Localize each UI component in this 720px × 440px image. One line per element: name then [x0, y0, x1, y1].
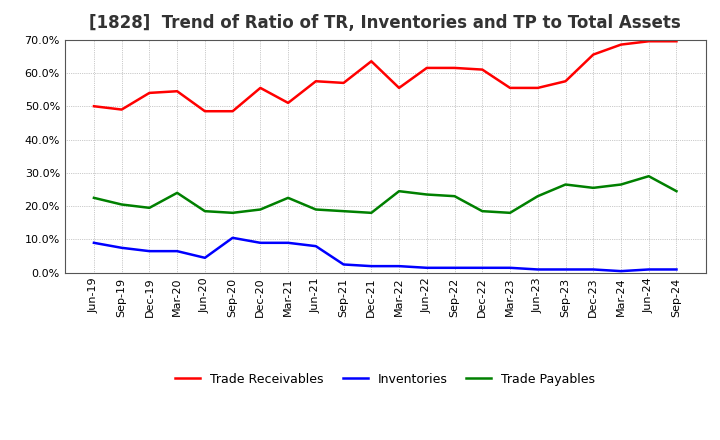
Inventories [145, 249, 154, 254]
Trade Payables [450, 194, 459, 199]
Inventories [644, 267, 653, 272]
Trade Payables [284, 195, 292, 201]
Trade Receivables [89, 103, 98, 109]
Trade Payables [312, 207, 320, 212]
Inventories [534, 267, 542, 272]
Trade Payables [339, 209, 348, 214]
Trade Payables [478, 209, 487, 214]
Trade Receivables [201, 109, 210, 114]
Trade Receivables [534, 85, 542, 91]
Trade Receivables [644, 39, 653, 44]
Trade Payables [589, 185, 598, 191]
Trade Payables [395, 188, 403, 194]
Legend: Trade Receivables, Inventories, Trade Payables: Trade Receivables, Inventories, Trade Pa… [170, 368, 600, 391]
Inventories [423, 265, 431, 271]
Trade Receivables [672, 39, 681, 44]
Trade Receivables [284, 100, 292, 106]
Inventories [589, 267, 598, 272]
Trade Receivables [589, 52, 598, 57]
Trade Receivables [173, 88, 181, 94]
Trade Receivables [145, 90, 154, 95]
Inventories [450, 265, 459, 271]
Trade Payables [561, 182, 570, 187]
Trade Receivables [616, 42, 625, 47]
Inventories [256, 240, 265, 246]
Inventories [561, 267, 570, 272]
Trade Payables [616, 182, 625, 187]
Inventories [173, 249, 181, 254]
Inventories [201, 255, 210, 260]
Trade Receivables [395, 85, 403, 91]
Inventories [312, 243, 320, 249]
Inventories [89, 240, 98, 246]
Trade Receivables [117, 107, 126, 112]
Trade Payables [145, 205, 154, 210]
Line: Inventories: Inventories [94, 238, 677, 271]
Trade Receivables [256, 85, 265, 91]
Trade Payables [89, 195, 98, 201]
Inventories [228, 235, 237, 240]
Inventories [505, 265, 514, 271]
Trade Payables [644, 173, 653, 179]
Trade Receivables [423, 65, 431, 70]
Line: Trade Payables: Trade Payables [94, 176, 677, 213]
Trade Payables [173, 190, 181, 195]
Inventories [117, 245, 126, 250]
Inventories [478, 265, 487, 271]
Inventories [672, 267, 681, 272]
Trade Receivables [450, 65, 459, 70]
Inventories [367, 264, 376, 269]
Trade Receivables [478, 67, 487, 72]
Trade Payables [367, 210, 376, 216]
Trade Receivables [312, 79, 320, 84]
Inventories [339, 262, 348, 267]
Inventories [395, 264, 403, 269]
Trade Receivables [561, 79, 570, 84]
Trade Receivables [505, 85, 514, 91]
Trade Payables [228, 210, 237, 216]
Inventories [284, 240, 292, 246]
Trade Payables [672, 188, 681, 194]
Title: [1828]  Trend of Ratio of TR, Inventories and TP to Total Assets: [1828] Trend of Ratio of TR, Inventories… [89, 15, 681, 33]
Trade Receivables [367, 59, 376, 64]
Trade Payables [256, 207, 265, 212]
Trade Payables [201, 209, 210, 214]
Inventories [616, 268, 625, 274]
Trade Receivables [228, 109, 237, 114]
Trade Payables [534, 194, 542, 199]
Trade Payables [423, 192, 431, 197]
Line: Trade Receivables: Trade Receivables [94, 41, 677, 111]
Trade Receivables [339, 80, 348, 85]
Trade Payables [117, 202, 126, 207]
Trade Payables [505, 210, 514, 216]
